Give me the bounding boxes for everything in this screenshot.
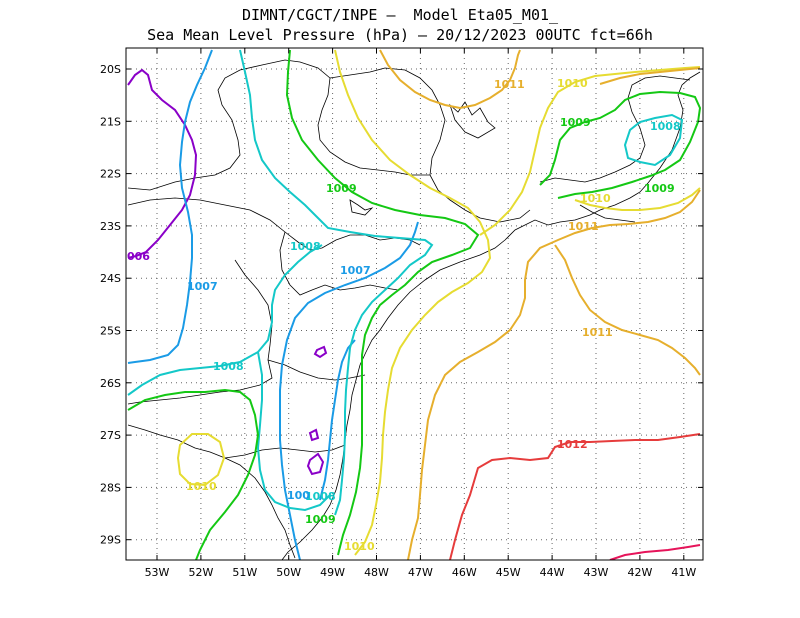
country-border-paraguay [127,259,273,405]
border-misc-1 [317,77,430,176]
lon-label: 49W [320,566,345,579]
label-100-south: 100 [287,489,310,502]
state-border-5 [224,444,346,459]
label-1007-west: 1007 [187,280,218,293]
border-misc-2 [539,75,691,183]
country-border-argentina [127,424,296,559]
isobar-1009-line-main [285,49,480,556]
label-1011-north: 1011 [494,78,525,91]
isobar-1006-closed-2 [308,428,320,442]
lon-label: 45W [496,566,521,579]
isobar-1010-closed-west [176,433,226,487]
isobar-1006 [127,68,328,476]
isobar-1008 [127,49,684,516]
isobar-1008-closed-east [623,113,684,167]
state-border-3 [279,231,399,296]
lat-label: 22S [100,168,121,181]
lat-label: 26S [100,377,121,390]
axis-ticks [126,48,703,560]
lat-label: 23S [100,220,121,233]
isobar-1009-line-east [539,90,702,199]
isobar-1012-line [449,433,701,560]
label-1010-north: 1010 [557,77,588,90]
lat-label: 29S [100,534,121,547]
lake-shoreline [449,101,496,139]
isobar-1007-line-west [127,49,213,364]
lat-label: 28S [100,481,121,494]
isobar-1011-line-east [554,244,701,376]
isobar-1006-line [127,68,198,259]
state-border-1 [127,59,531,223]
longitude-labels: 53W 52W 51W 50W 49W 48W 47W 46W 45W 44W 43W 42W 41W [145,566,697,579]
isobar-1006-closed-3 [306,452,325,476]
state-border-2 [127,197,421,251]
map-title-line-1: DIMNT/CGCT/INPE — Model Eta05_M01_ [241,6,559,24]
lat-label: 21S [100,115,121,128]
isobar-1008-line-south [256,351,331,512]
isobar-1012 [449,433,701,560]
contour-labels: 006 1007 1007 1008 1008 1008 1008 100 10… [127,77,681,553]
lon-label: 44W [540,566,565,579]
isobar-1010 [176,49,701,556]
isobar-1008-line-main [239,49,434,516]
lat-label: 20S [100,63,121,76]
lon-label: 50W [276,566,301,579]
isobar-1010-line-south [574,187,701,211]
isobar-1013 [609,544,701,560]
label-1008-north: 1008 [290,240,321,253]
label-1011-east: 1011 [582,326,613,339]
lat-label: 24S [100,272,121,285]
label-1007-central: 1007 [340,264,371,277]
lon-label: 51W [232,566,257,579]
label-1008-east: 1008 [650,120,681,133]
label-1009-north: 1009 [326,182,357,195]
lon-label: 42W [627,566,652,579]
label-1010-east: 1010 [580,192,611,205]
lon-label: 43W [584,566,609,579]
map-frame [125,47,704,561]
label-1008-west: 1008 [213,360,244,373]
lon-label: 46W [452,566,477,579]
label-1010-south: 1010 [344,540,375,553]
lon-label: 41W [671,566,696,579]
lat-label: 27S [100,429,121,442]
isobar-1007-line-central [279,221,419,560]
isobar-1013-line [609,544,701,560]
isobar-1009-line-west [127,388,260,560]
lon-label: 47W [408,566,433,579]
lat-label: 25S [100,325,121,338]
isobar-1011-line-north [599,67,701,85]
isobar-1009 [127,49,702,560]
label-1009-east-south: 1009 [644,182,675,195]
border-misc-3 [579,204,636,223]
isobar-1007 [127,49,419,560]
lon-label: 48W [364,566,389,579]
lon-label: 52W [188,566,213,579]
label-1009-east-north: 1009 [560,116,591,129]
atlantic-coastline [281,71,701,560]
label-1006: 006 [127,250,150,263]
label-1008-south: 1008 [305,490,336,503]
isobar-1007-line-inner [319,339,356,501]
latitude-labels: 20S 21S 22S 23S 24S 25S 26S 27S 28S 29S [100,63,121,547]
isobar-1011-line-main [379,49,521,110]
isobar-1011 [379,49,701,560]
isobar-1006-closed-1 [313,345,328,359]
label-1009-south: 1009 [305,513,336,526]
map-title-line-2: Sea Mean Level Pressure (hPa) — 20/12/20… [147,26,653,44]
isobar-1011-line-west [407,189,701,560]
reservoir-shoreline [349,199,374,216]
label-1011-central: 1011 [568,220,599,233]
isobar-1010-line-east [479,66,701,236]
label-1012: 1012 [557,438,588,451]
lon-label: 53W [145,566,170,579]
isobar-1008-line-west [127,244,323,396]
label-1010-west: 1010 [186,480,217,493]
isobar-1010-line-main [334,49,492,556]
state-border-4 [267,359,366,381]
